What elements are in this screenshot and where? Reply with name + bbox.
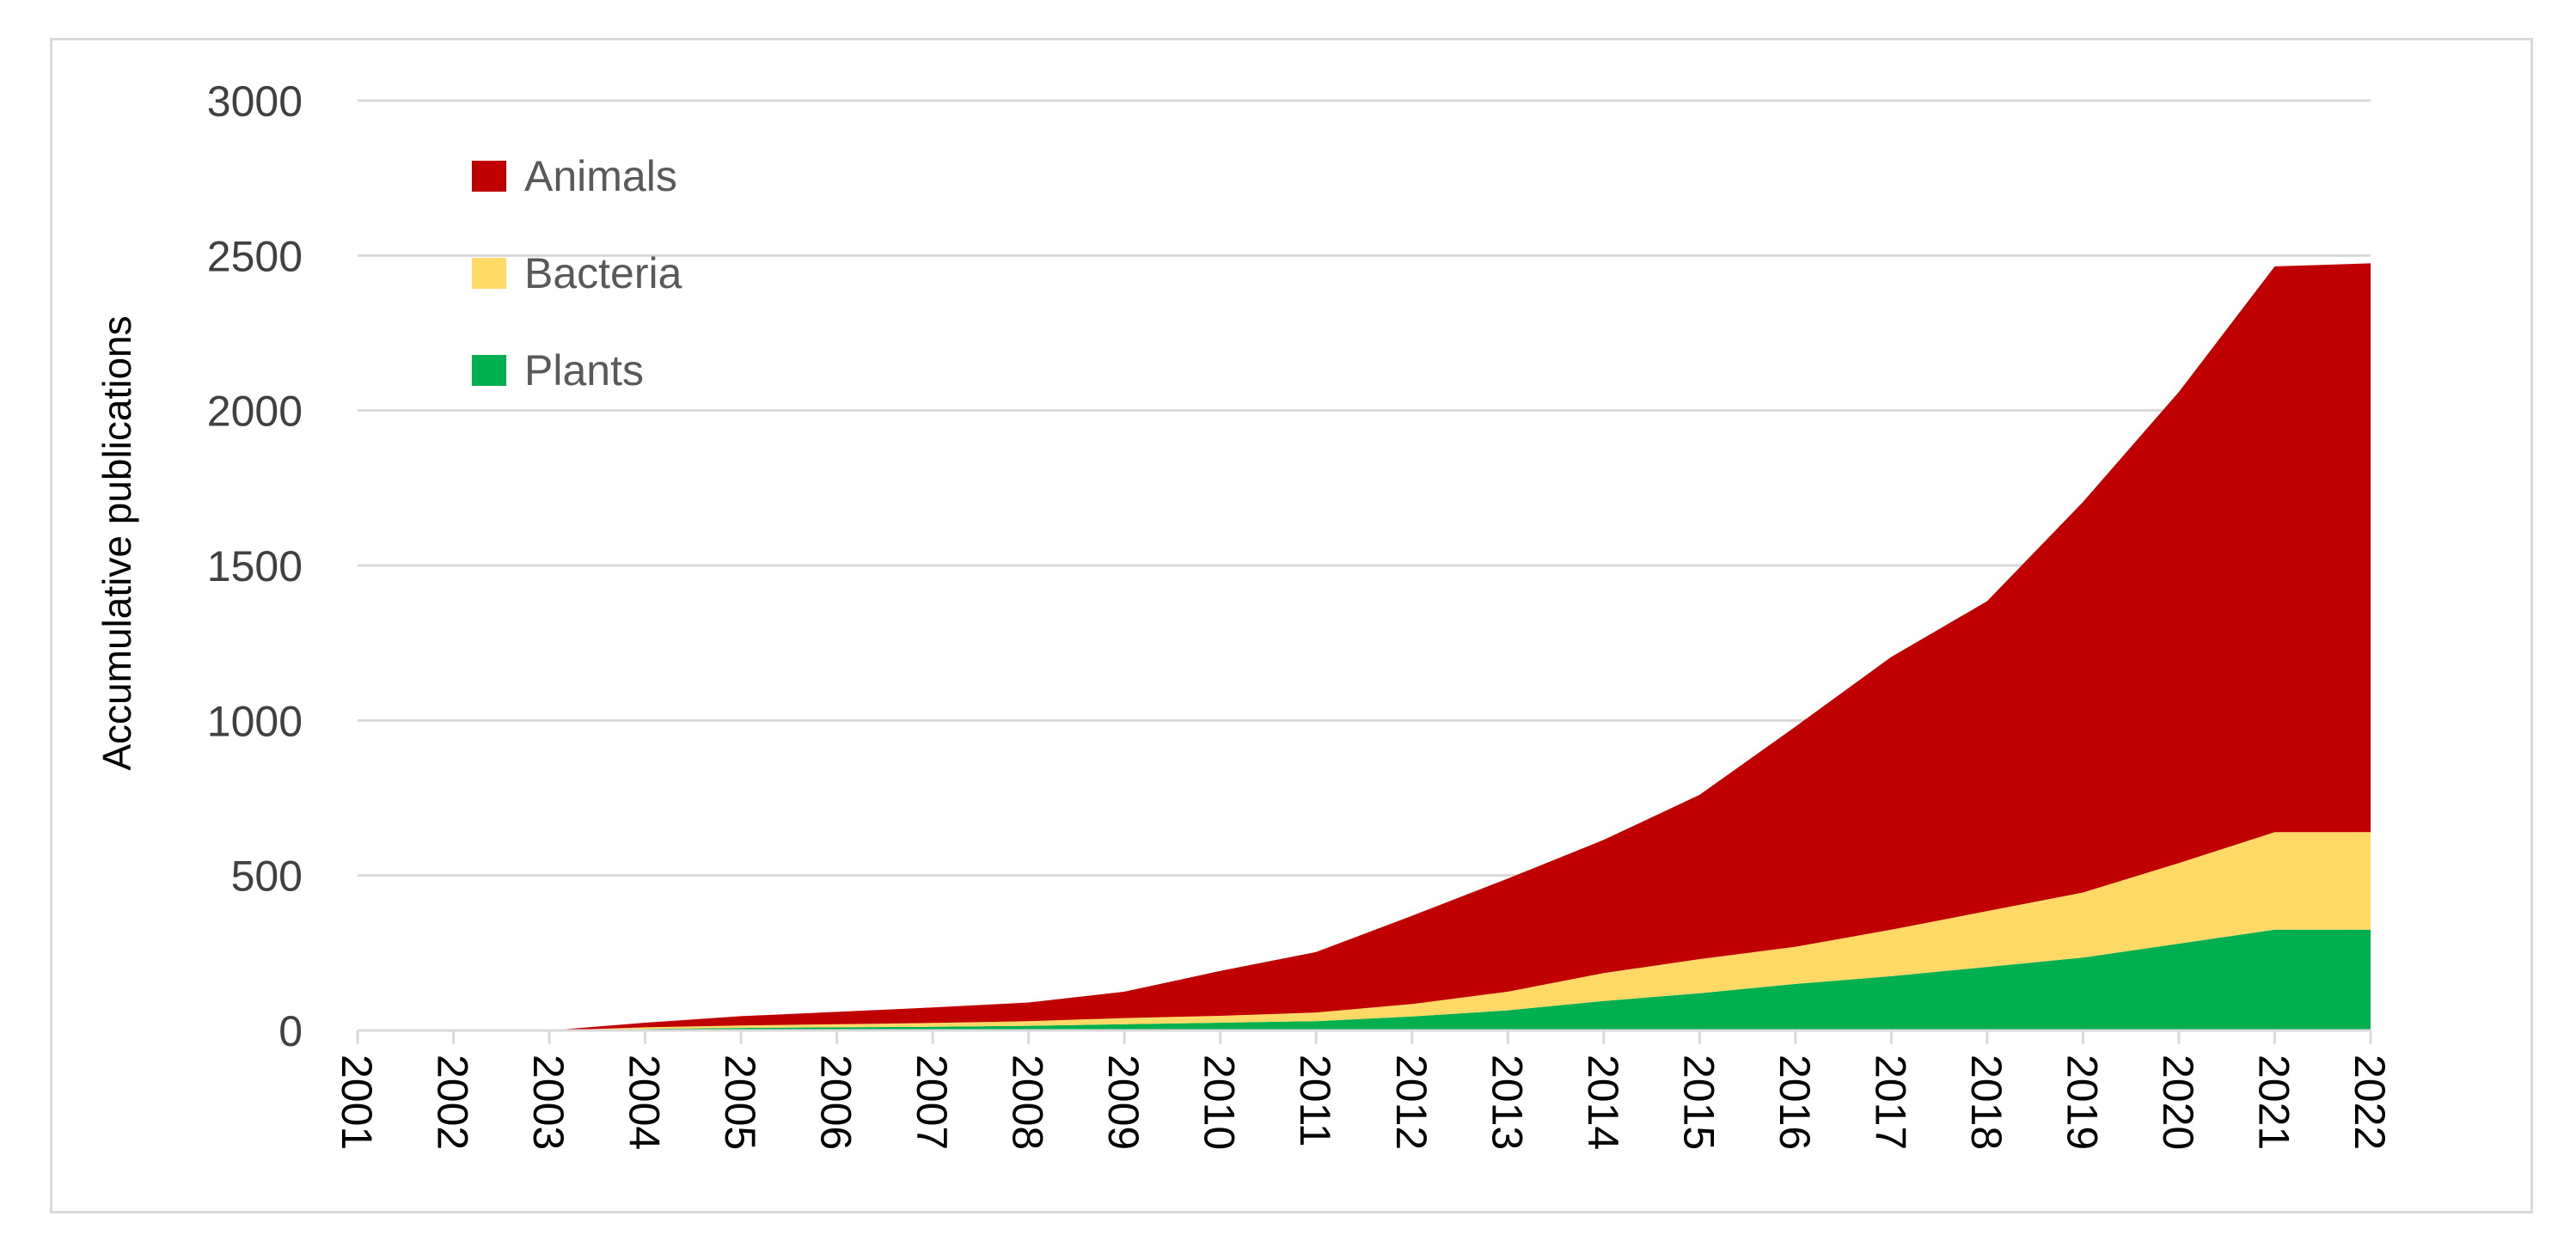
x-tick-label: 2015 (1674, 1054, 1722, 1150)
x-tick-label: 2007 (908, 1054, 956, 1150)
x-tick-label: 2005 (716, 1054, 764, 1150)
x-axis-ticks: 2001 2002 2003 2004 2005 2006 2007 2008 2009 2010… (333, 1029, 2394, 1150)
y-axis-ticks: 0 500 1000 1500 2000 2500 3000 (207, 77, 303, 1055)
y-tick-label: 1000 (207, 697, 303, 745)
area-series (358, 263, 2371, 1030)
legend: Animals Bacteria Plants (472, 152, 682, 394)
x-tick-label: 2016 (1771, 1054, 1819, 1150)
y-tick-label: 0 (278, 1007, 303, 1055)
y-tick-label: 3000 (207, 77, 303, 125)
y-tick-label: 1500 (207, 542, 303, 590)
x-tick-label: 2011 (1291, 1054, 1339, 1147)
x-tick-label: 2014 (1579, 1054, 1627, 1150)
legend-label-animals: Animals (524, 152, 677, 200)
y-tick-label: 2000 (207, 388, 303, 436)
x-tick-label: 2018 (1962, 1054, 2010, 1150)
x-tick-label: 2013 (1483, 1054, 1531, 1150)
legend-swatch-bacteria (472, 258, 506, 289)
x-tick-label: 2001 (333, 1054, 381, 1150)
x-tick-label: 2003 (524, 1054, 572, 1150)
x-tick-label: 2008 (1004, 1054, 1052, 1150)
legend-label-plants: Plants (524, 346, 644, 394)
area-bacteria (358, 832, 2371, 1030)
x-tick-label: 2017 (1866, 1054, 1914, 1150)
y-tick-label: 500 (231, 853, 303, 901)
x-tick-label: 2021 (2249, 1054, 2298, 1150)
x-tick-label: 2002 (429, 1054, 477, 1150)
x-tick-label: 2010 (1196, 1054, 1244, 1150)
y-tick-label: 2500 (207, 232, 303, 280)
x-tick-label: 2004 (621, 1054, 669, 1150)
area-plants (358, 929, 2371, 1030)
x-tick-label: 2009 (1099, 1054, 1147, 1150)
y-axis-title: Accumulative publications (95, 315, 139, 770)
legend-swatch-plants (472, 355, 506, 386)
x-tick-label: 2020 (2154, 1054, 2202, 1150)
area-animals (358, 263, 2371, 1030)
legend-label-bacteria: Bacteria (524, 249, 682, 297)
x-tick-label: 2006 (812, 1054, 860, 1150)
x-tick-label: 2012 (1387, 1054, 1435, 1150)
x-tick-label: 2019 (2058, 1054, 2106, 1150)
x-tick-label: 2022 (2346, 1054, 2394, 1150)
legend-swatch-animals (472, 161, 506, 192)
